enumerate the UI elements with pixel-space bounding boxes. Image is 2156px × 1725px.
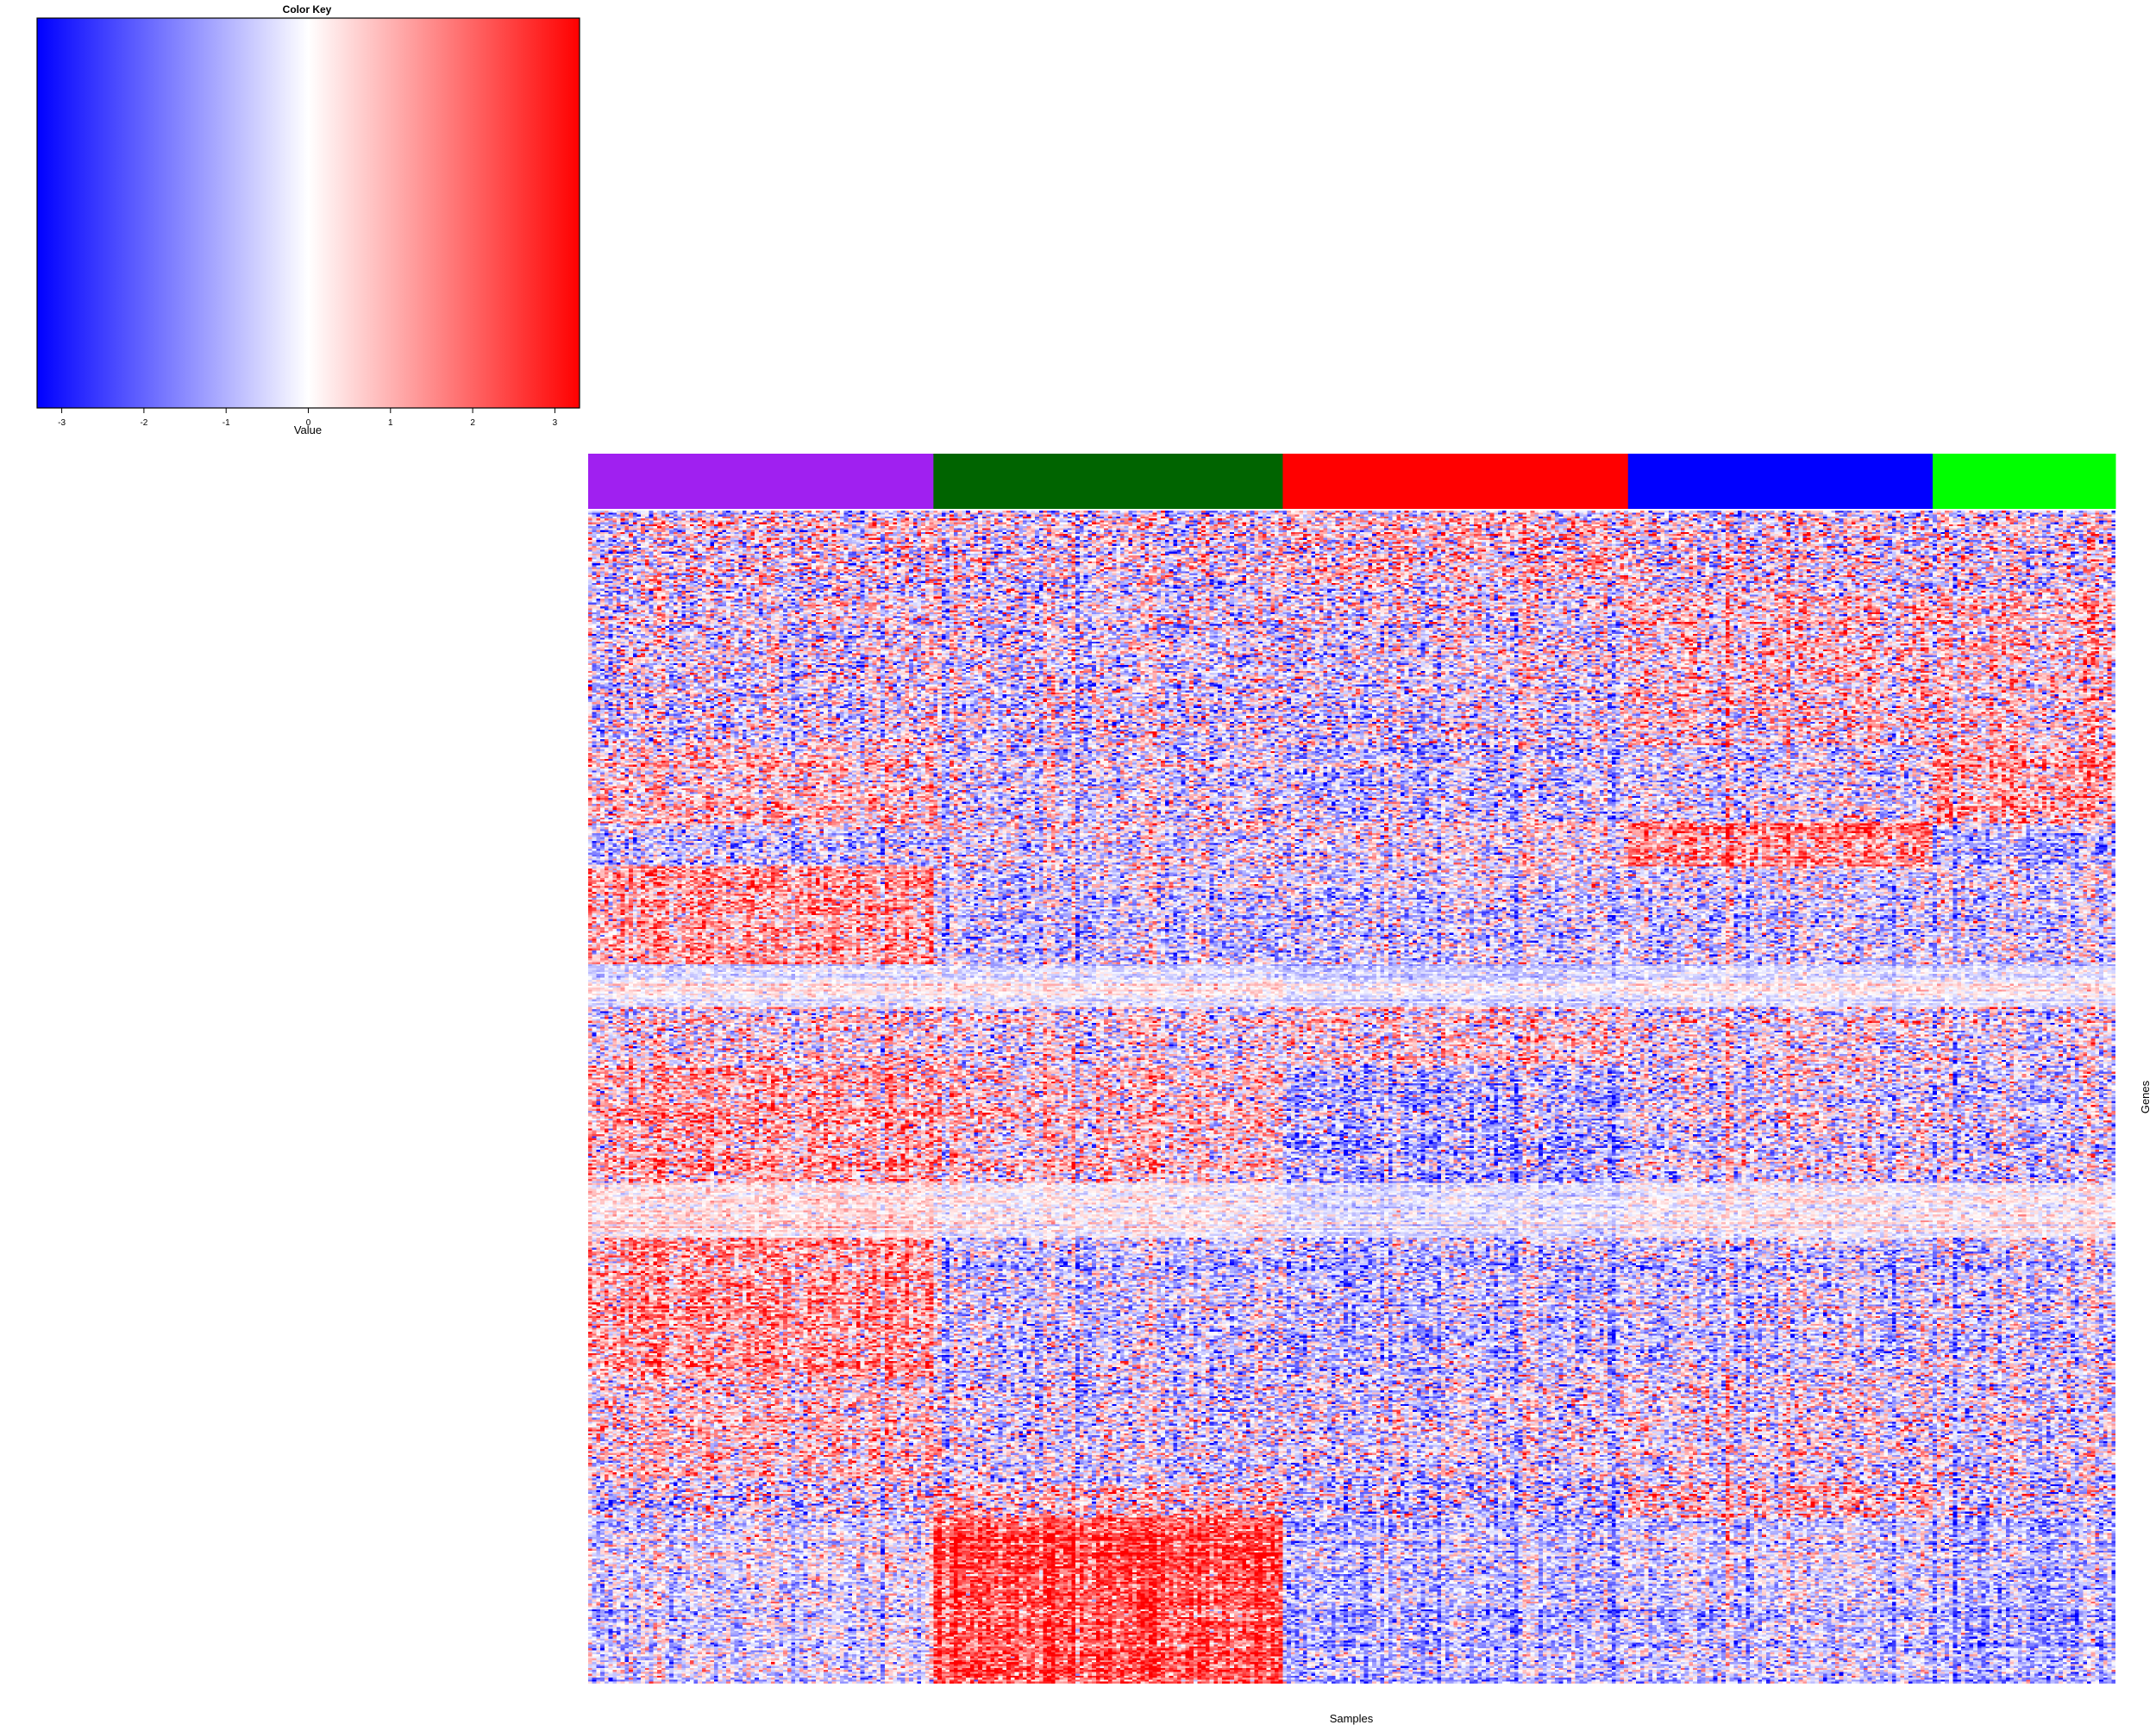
column-group-bar: [1282, 454, 1629, 509]
y-axis-label: Genes: [2139, 1080, 2152, 1113]
color-key-tick-label: 1: [388, 418, 393, 428]
color-key-gradient: [36, 17, 580, 409]
x-axis-label: Samples: [1330, 1712, 1374, 1725]
heatmap-matrix: [588, 511, 2115, 1684]
column-group-bar: [588, 454, 934, 509]
color-key-xlabel: Value: [294, 423, 322, 436]
heatmap-cells: [588, 511, 2115, 1684]
column-group-bar: [1627, 454, 1934, 509]
color-key: Color Key -3 -2 -1 0 1 2 3 Value: [36, 3, 580, 436]
column-group-bar: [933, 454, 1283, 509]
color-key-tick-label: -3: [58, 418, 66, 428]
color-key-title: Color Key: [283, 3, 332, 16]
column-side-colors: [588, 454, 2116, 509]
color-key-tick-label: 0: [306, 418, 311, 428]
color-key-tick-label: -2: [140, 418, 147, 428]
color-key-axis: -3 -2 -1 0 1 2 3: [58, 408, 558, 428]
color-key-tick-label: -1: [222, 418, 230, 428]
column-group-bar: [1933, 454, 2116, 509]
color-key-tick-label: 3: [553, 418, 558, 428]
color-key-tick-label: 2: [470, 418, 475, 428]
